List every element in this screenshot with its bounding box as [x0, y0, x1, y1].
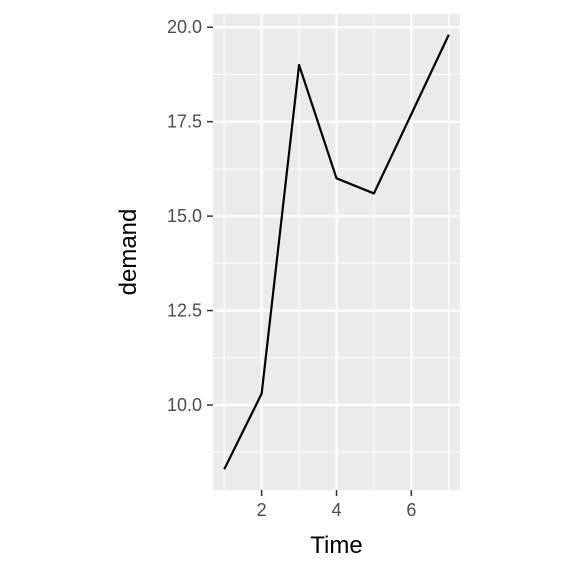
y-tick-label: 10.0 [167, 395, 202, 415]
x-tick-label: 6 [406, 500, 416, 520]
y-tick-label: 20.0 [167, 17, 202, 37]
x-axis: 2 4 6 [257, 490, 417, 520]
y-axis: 10.0 12.5 15.0 17.5 20.0 [167, 17, 213, 415]
x-axis-title: Time [310, 532, 362, 559]
y-tick-label: 17.5 [167, 112, 202, 132]
y-axis-title: demand [115, 209, 142, 296]
y-tick-label: 12.5 [167, 301, 202, 321]
x-tick-label: 2 [257, 500, 267, 520]
x-tick-label: 4 [331, 500, 341, 520]
y-tick-label: 15.0 [167, 206, 202, 226]
